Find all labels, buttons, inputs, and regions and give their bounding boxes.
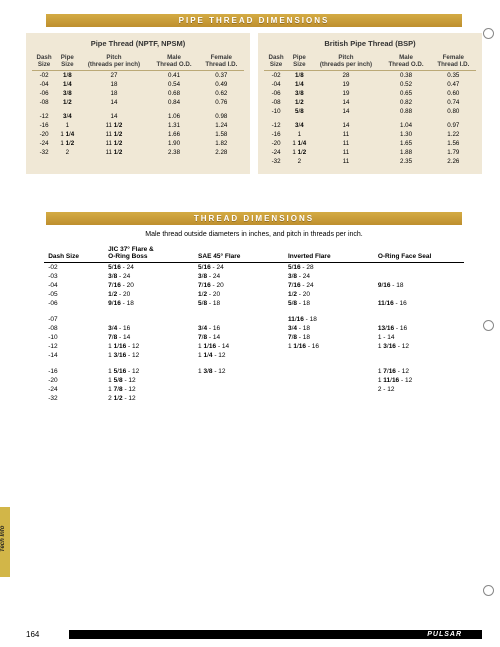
hole-punch-icon [483, 585, 494, 596]
table-row: -161 5/16 - 121 3/8 - 121 7/16 - 12 [44, 367, 464, 376]
col-header: DashSize [32, 54, 56, 70]
col-header: O-Ring Face Seal [374, 244, 464, 263]
col-header: MaleThread O.D. [149, 54, 198, 70]
table-row: -063/8180.680.62 [32, 89, 244, 98]
table-row: -123/4141.040.97 [264, 121, 476, 130]
thread-table: Dash SizeJIC 37° Flare &O-Ring BossSAE 4… [44, 244, 464, 403]
thread-dimensions-banner: THREAD DIMENSIONS [46, 212, 462, 225]
col-header: Pitch(threads per inch) [79, 54, 150, 70]
table-row: -161111.301.22 [264, 130, 476, 139]
hole-punch-icon [483, 320, 494, 331]
hole-punch-icon [483, 28, 494, 39]
table-row: -322112.352.26 [264, 157, 476, 166]
col-header: PipeSize [56, 54, 78, 70]
table-row: -32211 1/22.382.28 [32, 148, 244, 157]
table-row: -041/4190.520.47 [264, 80, 476, 89]
table-row [44, 308, 464, 315]
table-row: -051/2 - 201/2 - 201/2 - 20 [44, 290, 464, 299]
nptf-table: DashSizePipeSizePitch(threads per inch)M… [32, 54, 244, 157]
col-header: Dash Size [44, 244, 104, 263]
brand-footer: PULSAR [69, 630, 482, 639]
table-row: -063/8190.650.60 [264, 89, 476, 98]
table-row: -16111 1/21.311.24 [32, 121, 244, 130]
table-row: -081/2140.820.74 [264, 98, 476, 107]
col-header: SAE 45° Flare [194, 244, 284, 263]
table-row: -033/8 - 243/8 - 243/8 - 24 [44, 272, 464, 281]
table-row: -123/4141.060.98 [32, 112, 244, 121]
nptf-title: Pipe Thread (NPTF, NPSM) [32, 39, 244, 48]
col-header: DashSize [264, 54, 288, 70]
table-row: -201 1/4111.651.56 [264, 139, 476, 148]
table-row: -025/16 - 245/16 - 245/16 - 28 [44, 262, 464, 272]
table-row: -107/8 - 147/8 - 147/8 - 181 - 14 [44, 333, 464, 342]
col-header: FemaleThread I.D. [431, 54, 476, 70]
table-row: -201 1/411 1/21.661.58 [32, 130, 244, 139]
table-row: -047/16 - 207/16 - 207/16 - 249/16 - 18 [44, 281, 464, 290]
col-header: MaleThread O.D. [381, 54, 430, 70]
page-number: 164 [26, 630, 39, 639]
table-row: -0711/16 - 18 [44, 315, 464, 324]
col-header: JIC 37° Flare &O-Ring Boss [104, 244, 194, 263]
table-row: -241 7/8 - 122 - 12 [44, 385, 464, 394]
col-header: PipeSize [288, 54, 310, 70]
thread-subtitle: Male thread outside diameters in inches,… [26, 231, 482, 238]
table-row: -201 5/8 - 121 11/16 - 12 [44, 376, 464, 385]
table-row: -083/4 - 163/4 - 163/4 - 1813/16 - 16 [44, 324, 464, 333]
table-row: -141 3/16 - 121 1/4 - 12 [44, 351, 464, 360]
bsp-table: DashSizePipeSizePitch(threads per inch)M… [264, 54, 476, 166]
table-row: -241 1/211 1/21.901.82 [32, 139, 244, 148]
table-row: -021/8270.410.37 [32, 70, 244, 80]
table-row: -121 1/16 - 121 1/16 - 141 1/16 - 161 3/… [44, 342, 464, 351]
col-header: Pitch(threads per inch) [311, 54, 382, 70]
table-row [44, 360, 464, 367]
table-row: -241 1/2111.881.79 [264, 148, 476, 157]
side-tab: Tech Info [0, 507, 10, 577]
table-row: -081/2140.840.76 [32, 98, 244, 107]
col-header: FemaleThread I.D. [199, 54, 244, 70]
bsp-title: British Pipe Thread (BSP) [264, 39, 476, 48]
table-row: -041/4180.540.49 [32, 80, 244, 89]
pipe-dimensions-banner: PIPE THREAD DIMENSIONS [46, 14, 462, 27]
table-row: -105/8140.880.80 [264, 107, 476, 116]
col-header: Inverted Flare [284, 244, 374, 263]
nptf-block: Pipe Thread (NPTF, NPSM) DashSizePipeSiz… [26, 33, 250, 174]
table-row: -021/8280.380.35 [264, 70, 476, 80]
bsp-block: British Pipe Thread (BSP) DashSizePipeSi… [258, 33, 482, 174]
table-row: -069/16 - 185/8 - 185/8 - 1811/16 - 16 [44, 299, 464, 308]
table-row: -322 1/2 - 12 [44, 394, 464, 403]
